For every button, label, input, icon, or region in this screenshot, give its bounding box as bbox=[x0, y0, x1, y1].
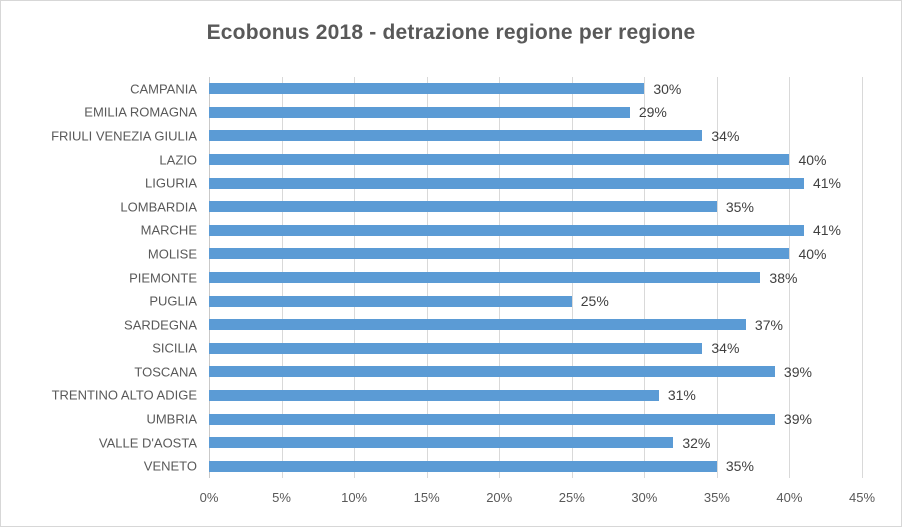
x-tick-label: 10% bbox=[341, 490, 368, 505]
category-label: LAZIO bbox=[159, 152, 197, 168]
x-tick-label: 20% bbox=[486, 490, 513, 505]
bar-umbria bbox=[209, 413, 775, 425]
data-label: 40% bbox=[798, 245, 827, 262]
category-label: EMILIA ROMAGNA bbox=[84, 104, 197, 120]
x-tick-label: 40% bbox=[776, 490, 803, 505]
category-axis: CAMPANIA EMILIA ROMAGNA FRIULI VENEZIA GIU… bbox=[1, 77, 197, 478]
data-label: 30% bbox=[653, 80, 682, 97]
bar-veneto bbox=[209, 460, 717, 472]
category-label: MARCHE bbox=[140, 222, 197, 238]
x-tick-label: 5% bbox=[272, 490, 291, 505]
bar-emilia-romagna bbox=[209, 106, 630, 118]
bar-liguria bbox=[209, 177, 804, 189]
bar-valle-d-aosta bbox=[209, 437, 674, 449]
data-label: 34% bbox=[711, 127, 740, 144]
data-label: 31% bbox=[667, 387, 696, 404]
data-label: 39% bbox=[783, 411, 812, 428]
x-tick-label: 25% bbox=[558, 490, 585, 505]
data-label: 41% bbox=[812, 175, 841, 192]
bar-friuli-venezia-giulia bbox=[209, 130, 703, 142]
data-label: 32% bbox=[682, 434, 711, 451]
x-tick-label: 35% bbox=[703, 490, 730, 505]
bar-sardegna bbox=[209, 319, 746, 331]
bar-piemonte bbox=[209, 272, 761, 283]
bar-molise bbox=[209, 248, 790, 260]
category-label: LOMBARDIA bbox=[120, 199, 197, 215]
plot-area: 30% 29% 34% 40% 41% 35% 41% 40% 38% 25% 37% 34% 39% 3… bbox=[209, 77, 863, 478]
data-label: 41% bbox=[812, 222, 841, 239]
bar-toscana bbox=[209, 366, 775, 378]
data-label: 25% bbox=[580, 293, 609, 310]
category-label: TRENTINO ALTO ADIGE bbox=[51, 387, 197, 403]
x-tick-label: 30% bbox=[631, 490, 658, 505]
bar-trentino-alto-adige bbox=[209, 389, 659, 401]
category-label: TOSCANA bbox=[134, 364, 197, 380]
gridline bbox=[862, 77, 863, 478]
gridline bbox=[789, 77, 791, 478]
x-tick-label: 15% bbox=[413, 490, 440, 505]
bar-sicilia bbox=[209, 342, 703, 354]
category-label: SARDEGNA bbox=[124, 317, 197, 333]
bar-lazio bbox=[209, 154, 790, 166]
data-label: 35% bbox=[725, 198, 754, 215]
category-label: MOLISE bbox=[147, 246, 197, 262]
category-label: PUGLIA bbox=[149, 293, 197, 309]
bar-lombardia bbox=[209, 201, 717, 213]
bar-marche bbox=[209, 224, 804, 236]
data-label: 38% bbox=[769, 269, 798, 286]
data-label: 35% bbox=[725, 458, 754, 475]
category-label: LIGURIA bbox=[144, 175, 197, 191]
data-label: 34% bbox=[711, 340, 740, 357]
x-tick-label: 45% bbox=[848, 490, 876, 505]
category-label: PIEMONTE bbox=[129, 270, 197, 285]
bar-campania bbox=[209, 83, 645, 95]
category-label: FRIULI VENEZIA GIULIA bbox=[51, 128, 197, 144]
category-label: VENETO bbox=[143, 458, 197, 474]
category-label: SICILIA bbox=[152, 340, 197, 356]
data-label: 37% bbox=[754, 316, 783, 333]
data-label: 40% bbox=[798, 151, 827, 168]
category-label: CAMPANIA bbox=[130, 81, 197, 97]
category-label: UMBRIA bbox=[146, 411, 197, 427]
category-label: VALLE D'AOSTA bbox=[98, 435, 197, 451]
chart-title: Ecobonus 2018 - detrazione regione per r… bbox=[206, 21, 696, 44]
x-tick-label: 0% bbox=[199, 490, 219, 505]
data-label: 39% bbox=[783, 363, 812, 380]
bar-puglia bbox=[209, 295, 572, 307]
data-label: 29% bbox=[638, 104, 667, 121]
